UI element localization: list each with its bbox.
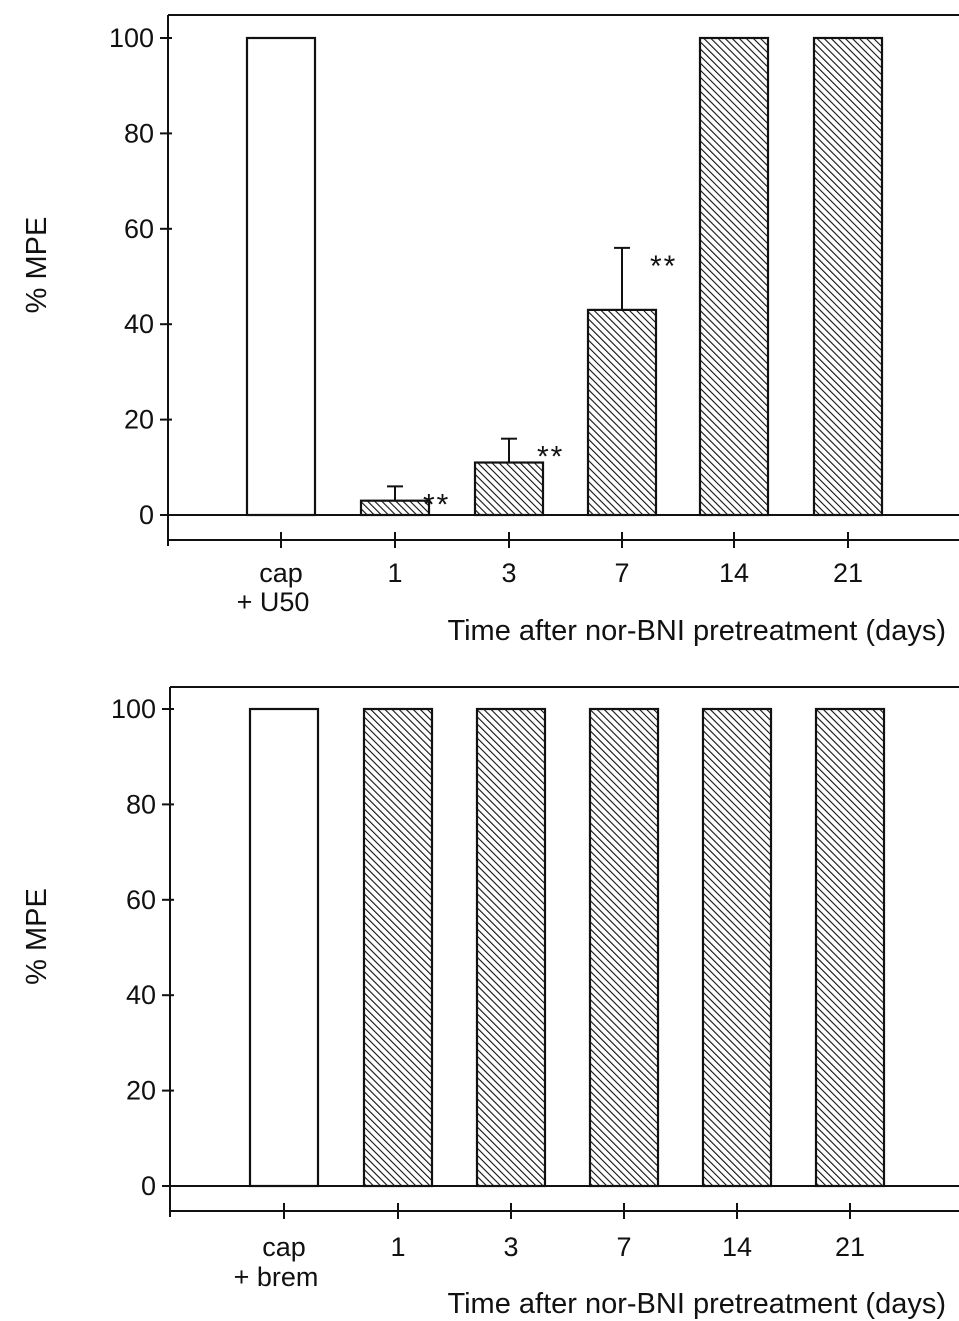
bar-3 [588, 707, 660, 1188]
x-tick-label: 1 [387, 558, 402, 588]
bar-3 [586, 308, 658, 517]
bar-5 [812, 36, 884, 517]
bar-0 [245, 36, 317, 517]
x-tick-label: 14 [722, 1232, 752, 1262]
significance-marker-2: ** [537, 441, 564, 474]
x-axis-title: Time after nor-BNI pretreatment (days) [447, 1288, 946, 1320]
chart-panel-top: 0 20 40 60 80 100 % MPE cap+ U50 ** 1 ** 3 ** 7 14 21 Ti… [21, 14, 959, 647]
y-tick-label: 0 [139, 500, 154, 530]
y-tick-label: 80 [126, 789, 156, 819]
y-tick-label: 20 [126, 1076, 156, 1106]
bar-2 [473, 461, 545, 517]
chart-panel-bottom: 0 20 40 60 80 100 % MPE cap+ brem 1 3 7 14 21 Time af… [21, 686, 959, 1320]
bar-1 [362, 707, 434, 1188]
x-tick-label: 3 [501, 558, 516, 588]
x-tick-label: 21 [835, 1232, 865, 1262]
x-tick-label: 1 [390, 1232, 405, 1262]
bar-0 [248, 707, 320, 1188]
bar-1 [359, 499, 431, 517]
y-tick-label: 80 [124, 118, 154, 148]
significance-marker-1: ** [423, 488, 450, 521]
significance-marker-3: ** [650, 250, 677, 283]
x-tick-label: 14 [719, 558, 749, 588]
y-tick-label: 60 [126, 885, 156, 915]
y-tick-label: 40 [124, 309, 154, 339]
x-tick-label: cap [259, 558, 303, 588]
bar-5 [814, 707, 886, 1188]
y-tick-label: 20 [124, 405, 154, 435]
x-tick-label: 7 [614, 558, 629, 588]
x-tick-label-line2: + U50 [237, 587, 310, 617]
x-tick-label-line2: + brem [234, 1262, 319, 1292]
y-tick-label: 100 [109, 23, 154, 53]
y-axis-title: % MPE [21, 888, 53, 985]
y-tick-label: 100 [111, 694, 156, 724]
x-tick-label: 21 [833, 558, 863, 588]
bar-4 [698, 36, 770, 517]
bar-4 [701, 707, 773, 1188]
y-tick-label: 0 [141, 1171, 156, 1201]
y-tick-label: 60 [124, 214, 154, 244]
y-tick-label: 40 [126, 980, 156, 1010]
x-tick-label: cap [262, 1232, 306, 1262]
y-axis-title: % MPE [21, 217, 53, 314]
x-tick-label: 7 [616, 1232, 631, 1262]
x-axis-title: Time after nor-BNI pretreatment (days) [447, 615, 946, 647]
bar-2 [475, 707, 547, 1188]
x-tick-label: 3 [503, 1232, 518, 1262]
